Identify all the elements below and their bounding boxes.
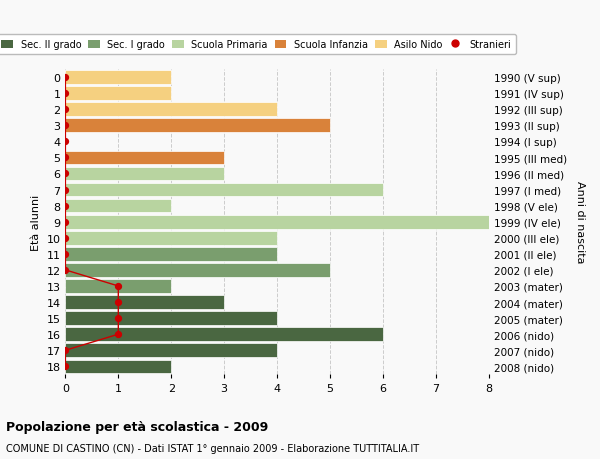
Bar	[65, 215, 488, 229]
Y-axis label: Anni di nascita: Anni di nascita	[575, 181, 585, 263]
Bar	[65, 103, 277, 117]
Legend: Sec. II grado, Sec. I grado, Scuola Primaria, Scuola Infanzia, Asilo Nido, Stran: Sec. II grado, Sec. I grado, Scuola Prim…	[0, 35, 515, 55]
Point	[61, 122, 70, 129]
Bar	[65, 328, 383, 341]
Point	[61, 138, 70, 146]
Point	[113, 331, 123, 338]
Point	[61, 251, 70, 258]
Bar	[65, 119, 330, 133]
Bar	[65, 296, 224, 309]
Y-axis label: Età alunni: Età alunni	[31, 194, 41, 250]
Point	[61, 267, 70, 274]
Point	[61, 170, 70, 178]
Bar	[65, 71, 171, 84]
Bar	[65, 183, 383, 197]
Bar	[65, 312, 277, 325]
Point	[61, 106, 70, 113]
Bar	[65, 360, 171, 373]
Text: Popolazione per età scolastica - 2009: Popolazione per età scolastica - 2009	[6, 420, 268, 433]
Point	[61, 90, 70, 98]
Bar	[65, 263, 330, 277]
Point	[61, 154, 70, 162]
Bar	[65, 151, 224, 165]
Bar	[65, 167, 224, 181]
Bar	[65, 231, 277, 245]
Bar	[65, 87, 171, 101]
Point	[113, 283, 123, 290]
Point	[61, 363, 70, 370]
Point	[61, 218, 70, 226]
Point	[61, 74, 70, 82]
Point	[61, 202, 70, 210]
Point	[61, 235, 70, 242]
Bar	[65, 199, 171, 213]
Bar	[65, 344, 277, 357]
Point	[61, 186, 70, 194]
Point	[113, 315, 123, 322]
Bar	[65, 247, 277, 261]
Bar	[65, 280, 171, 293]
Text: COMUNE DI CASTINO (CN) - Dati ISTAT 1° gennaio 2009 - Elaborazione TUTTITALIA.IT: COMUNE DI CASTINO (CN) - Dati ISTAT 1° g…	[6, 443, 419, 453]
Point	[61, 347, 70, 354]
Point	[113, 299, 123, 306]
